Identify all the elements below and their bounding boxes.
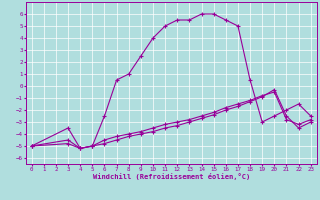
X-axis label: Windchill (Refroidissement éolien,°C): Windchill (Refroidissement éolien,°C) [92, 173, 250, 180]
